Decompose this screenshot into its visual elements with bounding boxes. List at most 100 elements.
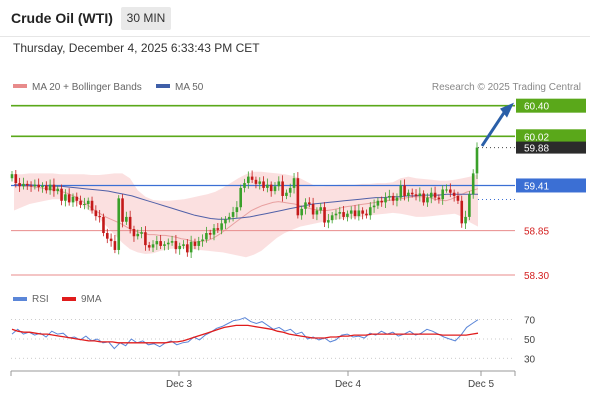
rsi-tick-label: 50 bbox=[524, 335, 536, 346]
candle-body bbox=[45, 185, 48, 191]
rsi-ma-legend-swatch bbox=[62, 297, 76, 301]
candle-body bbox=[71, 196, 75, 203]
candle-body bbox=[136, 233, 140, 237]
candle-body bbox=[342, 212, 345, 217]
candle-body bbox=[125, 216, 128, 222]
candle-body bbox=[460, 200, 464, 224]
x-tick-label: Dec 4 bbox=[335, 379, 362, 390]
candle-body bbox=[437, 197, 441, 200]
candle-body bbox=[258, 181, 262, 184]
candle-body bbox=[155, 241, 159, 245]
candle-body bbox=[64, 194, 67, 201]
candle-body bbox=[452, 192, 456, 196]
candle-body bbox=[357, 210, 361, 217]
candle-body bbox=[250, 176, 254, 180]
candle-body bbox=[102, 216, 105, 234]
level-label-59.41: 59.41 bbox=[524, 181, 549, 192]
rsi-ma-line bbox=[11, 324, 479, 344]
candle-body bbox=[83, 204, 86, 206]
candle-body bbox=[10, 174, 14, 179]
ma20-legend-label: MA 20 + Bollinger Bands bbox=[32, 82, 142, 93]
candle-body bbox=[296, 178, 300, 216]
arrow-shaft bbox=[480, 108, 508, 147]
timeframe-badge[interactable]: 30 MIN bbox=[121, 7, 171, 30]
candlesticks bbox=[10, 142, 479, 259]
candle-body bbox=[281, 181, 284, 196]
legend: MA 20 + Bollinger Bands MA 50 Research ©… bbox=[13, 82, 581, 93]
candle-body bbox=[144, 232, 147, 246]
level-label-58.30: 58.30 bbox=[524, 271, 549, 282]
candle-body bbox=[380, 200, 384, 203]
rsi-ma-legend-label: 9MA bbox=[81, 294, 102, 305]
rsi-legend-label: RSI bbox=[32, 294, 49, 305]
level-label-bg-60.02 bbox=[516, 129, 586, 144]
candle-body bbox=[220, 223, 223, 230]
candle-body bbox=[132, 228, 136, 237]
candle-body bbox=[189, 241, 193, 253]
candle-body bbox=[262, 181, 265, 188]
candle-body bbox=[372, 205, 376, 208]
candle-body bbox=[407, 192, 410, 196]
candle-body bbox=[147, 245, 151, 248]
candle-body bbox=[277, 181, 281, 187]
candle-body bbox=[334, 213, 338, 216]
candle-body bbox=[140, 232, 143, 234]
candle-body bbox=[346, 213, 349, 217]
candle-body bbox=[323, 207, 326, 223]
current-price-label: 59.88 bbox=[524, 144, 549, 155]
chart-header: Crude Oil (WTI) 30 MIN bbox=[0, 0, 590, 37]
candle-body bbox=[441, 189, 444, 200]
candle-body bbox=[368, 207, 372, 216]
candle-body bbox=[429, 192, 433, 198]
candle-body bbox=[410, 192, 414, 195]
level-label-58.85: 58.85 bbox=[524, 227, 549, 238]
candle-body bbox=[468, 194, 471, 217]
candle-body bbox=[193, 241, 197, 246]
candle-body bbox=[471, 173, 475, 195]
candle-body bbox=[384, 197, 387, 203]
level-label-bg-60.40 bbox=[516, 98, 586, 113]
candle-body bbox=[33, 184, 37, 187]
candle-body bbox=[41, 185, 44, 188]
rsi-panel: 70 50 30 bbox=[11, 316, 536, 365]
candle-body bbox=[174, 241, 178, 250]
candle-body bbox=[376, 200, 380, 206]
candle-body bbox=[113, 241, 117, 250]
candle-body bbox=[361, 210, 364, 214]
candle-body bbox=[128, 216, 132, 229]
timestamp: Thursday, December 4, 2025 6:33:43 PM CE… bbox=[13, 41, 260, 55]
candle-body bbox=[388, 195, 391, 198]
candle-body bbox=[197, 241, 201, 246]
price-labels: 60.40 60.02 59.41 58.85 58.30 59.88 bbox=[516, 98, 586, 282]
level-label-bg-59.41 bbox=[516, 178, 586, 193]
candle-body bbox=[208, 233, 212, 235]
ma50-legend-label: MA 50 bbox=[175, 82, 204, 93]
candle-body bbox=[391, 195, 395, 201]
candle-body bbox=[166, 242, 170, 245]
candle-body bbox=[94, 210, 98, 217]
candle-body bbox=[319, 207, 323, 211]
candle-body bbox=[414, 194, 418, 196]
rsi-line bbox=[11, 317, 479, 350]
candle-body bbox=[349, 210, 353, 214]
candle-body bbox=[422, 193, 425, 203]
candle-body bbox=[18, 183, 21, 187]
candle-body bbox=[449, 189, 452, 193]
candle-body bbox=[327, 220, 330, 223]
candle-body bbox=[288, 187, 292, 193]
candle-body bbox=[311, 204, 315, 215]
candle-body bbox=[445, 189, 448, 191]
candle-body bbox=[475, 147, 479, 174]
candle-body bbox=[25, 183, 29, 186]
candle-body bbox=[56, 188, 60, 192]
time-axis: Dec 3 Dec 4 Dec 5 bbox=[10, 370, 516, 390]
candle-body bbox=[273, 186, 277, 192]
candle-body bbox=[98, 216, 101, 218]
rsi-tick-label: 70 bbox=[524, 316, 536, 327]
x-tick-label: Dec 5 bbox=[468, 379, 495, 390]
candle-body bbox=[79, 200, 82, 205]
candle-body bbox=[304, 202, 307, 209]
projection-arrow bbox=[480, 102, 514, 147]
current-price-label-bg bbox=[516, 141, 586, 154]
